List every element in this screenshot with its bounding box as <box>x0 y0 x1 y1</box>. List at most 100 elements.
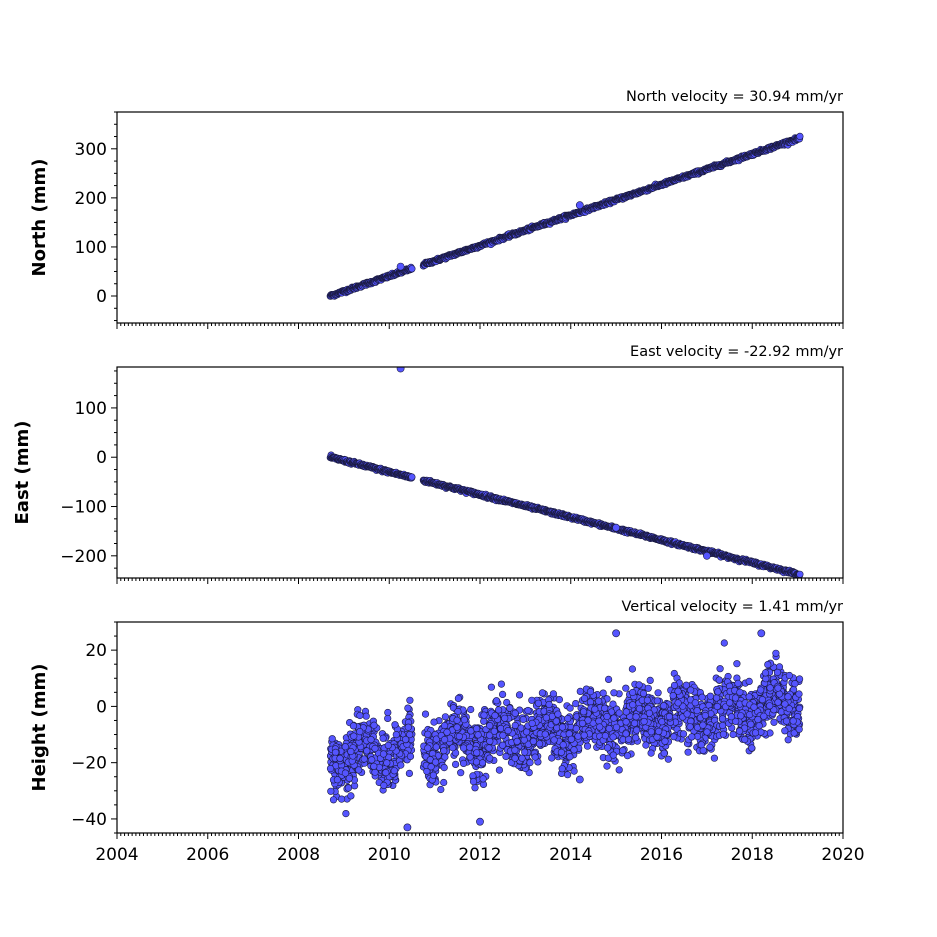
north-data-point <box>796 132 804 140</box>
height-data-point <box>548 754 556 762</box>
height-data-point <box>453 723 461 731</box>
height-data-point <box>758 695 767 704</box>
height-data-point <box>623 752 632 760</box>
east-ytick-label: −200 <box>60 547 107 567</box>
height-data-point <box>785 705 793 713</box>
height-data-point <box>466 743 474 751</box>
height-data-point <box>559 741 567 749</box>
height-data-point <box>479 775 487 783</box>
height-data-point <box>646 676 654 685</box>
east-panel-title: East velocity = -22.92 mm/yr <box>630 344 843 360</box>
height-data-point <box>715 676 723 684</box>
height-data-point <box>604 675 613 684</box>
height-data-point <box>615 766 623 774</box>
height-data-point <box>782 717 791 725</box>
height-data-point <box>362 712 370 720</box>
height-data-point <box>511 754 519 762</box>
height-data-point <box>513 737 521 746</box>
height-data-point <box>492 697 501 705</box>
height-data-point <box>452 760 460 769</box>
height-data-point <box>486 731 494 739</box>
height-data-point <box>790 729 798 737</box>
height-data-point <box>338 795 346 803</box>
height-data-point <box>497 724 505 733</box>
height-data-point <box>654 689 662 697</box>
east-panel-ylabel: East (mm) <box>12 421 33 525</box>
height-data-point <box>615 709 623 717</box>
height-data-point <box>485 744 493 752</box>
height-panel-ylabel: Height (mm) <box>29 664 50 792</box>
height-data-point <box>609 700 617 708</box>
height-data-point <box>698 693 706 701</box>
height-data-point <box>764 660 772 669</box>
height-data-point <box>487 683 496 691</box>
height-data-point <box>619 746 627 755</box>
height-data-point <box>486 737 494 745</box>
height-data-point <box>499 690 507 699</box>
height-data-point <box>570 767 578 775</box>
east-data-point <box>408 473 416 481</box>
height-data-point <box>344 784 353 792</box>
east-data-point <box>703 551 711 560</box>
height-data-point <box>495 766 504 774</box>
height-data-point <box>473 724 481 733</box>
height-panel-title: Vertical velocity = 1.41 mm/yr <box>622 599 844 615</box>
height-data-point <box>601 704 609 712</box>
height-data-point <box>574 732 582 740</box>
height-data-point <box>432 743 440 751</box>
height-data-point <box>745 693 753 701</box>
north-ytick-label: 200 <box>75 189 107 209</box>
north-points <box>326 132 804 300</box>
height-data-point <box>521 748 529 756</box>
north-ytick-label: 100 <box>75 238 107 258</box>
north-ytick-label: 0 <box>96 287 107 307</box>
height-data-point <box>642 741 650 749</box>
height-data-point <box>737 712 745 720</box>
height-data-point <box>661 737 669 745</box>
height-data-point <box>449 744 457 752</box>
height-data-point <box>693 706 701 715</box>
north-axes-frame <box>116 111 844 324</box>
height-data-point <box>460 744 468 752</box>
height-data-point <box>713 702 721 711</box>
height-data-point <box>789 717 797 725</box>
height-data-point <box>579 708 588 716</box>
height-points <box>326 629 804 832</box>
height-data-point <box>710 754 719 762</box>
height-data-point <box>520 736 528 744</box>
height-data-point <box>466 753 474 761</box>
north-data-point <box>396 262 405 271</box>
height-data-point <box>473 749 481 757</box>
height-data-point <box>584 716 592 724</box>
height-data-point <box>467 705 475 714</box>
height-data-point <box>603 744 612 752</box>
height-data-point <box>697 741 706 749</box>
height-data-point <box>674 687 682 695</box>
height-data-point <box>329 796 338 804</box>
east-data-point <box>796 570 804 578</box>
height-data-point <box>460 759 468 768</box>
height-data-point <box>327 787 335 795</box>
height-data-point <box>599 689 607 697</box>
height-data-point <box>511 709 519 717</box>
height-data-point <box>342 809 350 818</box>
height-data-point <box>643 696 652 704</box>
height-data-point <box>392 730 400 739</box>
height-data-point <box>714 688 722 696</box>
height-data-point <box>406 752 415 761</box>
height-data-point <box>495 706 503 714</box>
height-data-point <box>437 785 445 794</box>
height-data-point <box>751 729 760 737</box>
height-data-point <box>664 755 672 763</box>
height-data-point <box>518 754 526 762</box>
height-data-point <box>647 749 655 757</box>
height-data-point <box>683 710 691 718</box>
height-data-point <box>441 721 449 730</box>
height-data-point <box>761 669 770 677</box>
height-data-point <box>424 744 432 752</box>
height-data-point <box>424 730 432 738</box>
height-data-point <box>406 696 414 704</box>
height-data-point <box>795 690 803 698</box>
height-data-point <box>441 713 450 721</box>
height-data-point <box>471 784 479 792</box>
